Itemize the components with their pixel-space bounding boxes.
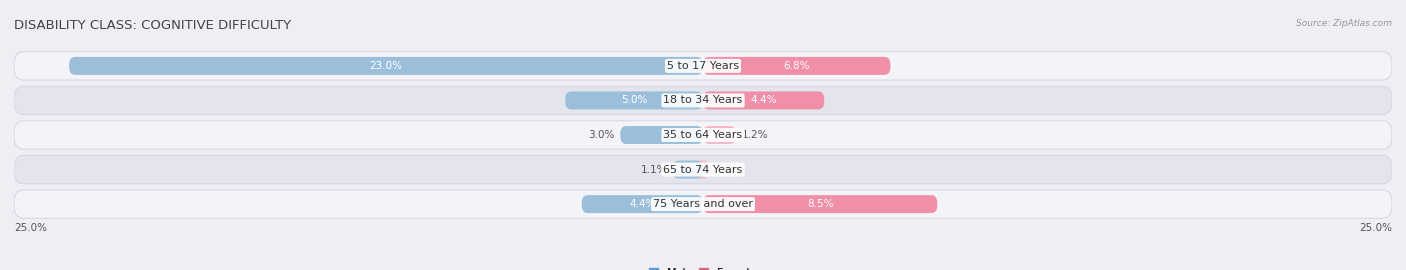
FancyBboxPatch shape <box>565 92 703 109</box>
Legend: Male, Female: Male, Female <box>645 264 761 270</box>
Text: DISABILITY CLASS: COGNITIVE DIFFICULTY: DISABILITY CLASS: COGNITIVE DIFFICULTY <box>14 19 291 32</box>
Text: 5.0%: 5.0% <box>621 95 647 106</box>
FancyBboxPatch shape <box>14 86 1392 114</box>
FancyBboxPatch shape <box>14 156 1392 184</box>
Text: 0.0%: 0.0% <box>709 164 735 175</box>
FancyBboxPatch shape <box>703 126 737 144</box>
Text: 3.0%: 3.0% <box>589 130 614 140</box>
FancyBboxPatch shape <box>703 92 824 109</box>
FancyBboxPatch shape <box>582 195 703 213</box>
FancyBboxPatch shape <box>14 190 1392 218</box>
FancyBboxPatch shape <box>672 161 703 178</box>
Text: 8.5%: 8.5% <box>807 199 834 209</box>
Text: 6.8%: 6.8% <box>783 61 810 71</box>
Text: 1.1%: 1.1% <box>641 164 668 175</box>
Text: Source: ZipAtlas.com: Source: ZipAtlas.com <box>1296 19 1392 28</box>
Text: 75 Years and over: 75 Years and over <box>652 199 754 209</box>
Text: 4.4%: 4.4% <box>751 95 778 106</box>
FancyBboxPatch shape <box>14 121 1392 149</box>
Text: 23.0%: 23.0% <box>370 61 402 71</box>
FancyBboxPatch shape <box>620 126 703 144</box>
Text: 65 to 74 Years: 65 to 74 Years <box>664 164 742 175</box>
FancyBboxPatch shape <box>14 52 1392 80</box>
Text: 35 to 64 Years: 35 to 64 Years <box>664 130 742 140</box>
Text: 1.2%: 1.2% <box>741 130 768 140</box>
Text: 25.0%: 25.0% <box>14 223 46 233</box>
Text: 4.4%: 4.4% <box>628 199 655 209</box>
FancyBboxPatch shape <box>703 195 938 213</box>
Text: 5 to 17 Years: 5 to 17 Years <box>666 61 740 71</box>
Text: 25.0%: 25.0% <box>1360 223 1392 233</box>
FancyBboxPatch shape <box>697 161 709 178</box>
FancyBboxPatch shape <box>703 57 890 75</box>
Text: 18 to 34 Years: 18 to 34 Years <box>664 95 742 106</box>
FancyBboxPatch shape <box>69 57 703 75</box>
